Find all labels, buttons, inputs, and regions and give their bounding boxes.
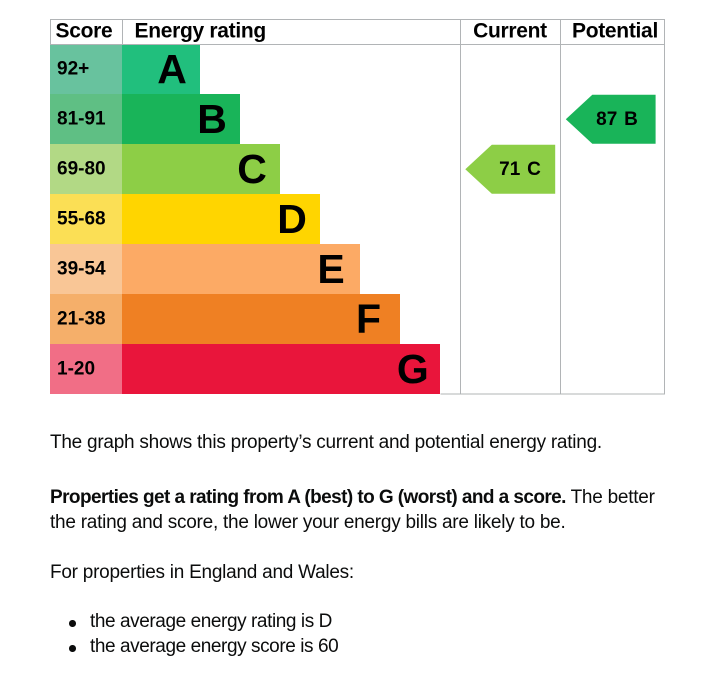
svg-text:55-68: 55-68 bbox=[57, 208, 106, 229]
svg-text:92+: 92+ bbox=[57, 58, 89, 79]
svg-text:Potential: Potential bbox=[572, 19, 658, 42]
svg-text:81-91: 81-91 bbox=[57, 108, 106, 129]
svg-text:69-80: 69-80 bbox=[57, 158, 106, 179]
svg-text:F: F bbox=[356, 296, 381, 342]
svg-text:G: G bbox=[397, 346, 429, 392]
svg-text:D: D bbox=[277, 196, 307, 242]
svg-text:1-20: 1-20 bbox=[57, 358, 95, 379]
svg-text:21-38: 21-38 bbox=[57, 308, 106, 329]
svg-text:71 C: 71 C bbox=[499, 159, 541, 180]
svg-text:Current: Current bbox=[473, 19, 547, 42]
svg-text:C: C bbox=[237, 146, 267, 192]
svg-text:A: A bbox=[157, 46, 187, 92]
svg-text:B: B bbox=[197, 96, 227, 142]
svg-text:39-54: 39-54 bbox=[57, 258, 106, 279]
svg-text:Score: Score bbox=[56, 19, 113, 42]
svg-text:E: E bbox=[317, 246, 344, 292]
svg-text:87 B: 87 B bbox=[596, 109, 638, 130]
svg-text:Energy rating: Energy rating bbox=[135, 19, 266, 42]
